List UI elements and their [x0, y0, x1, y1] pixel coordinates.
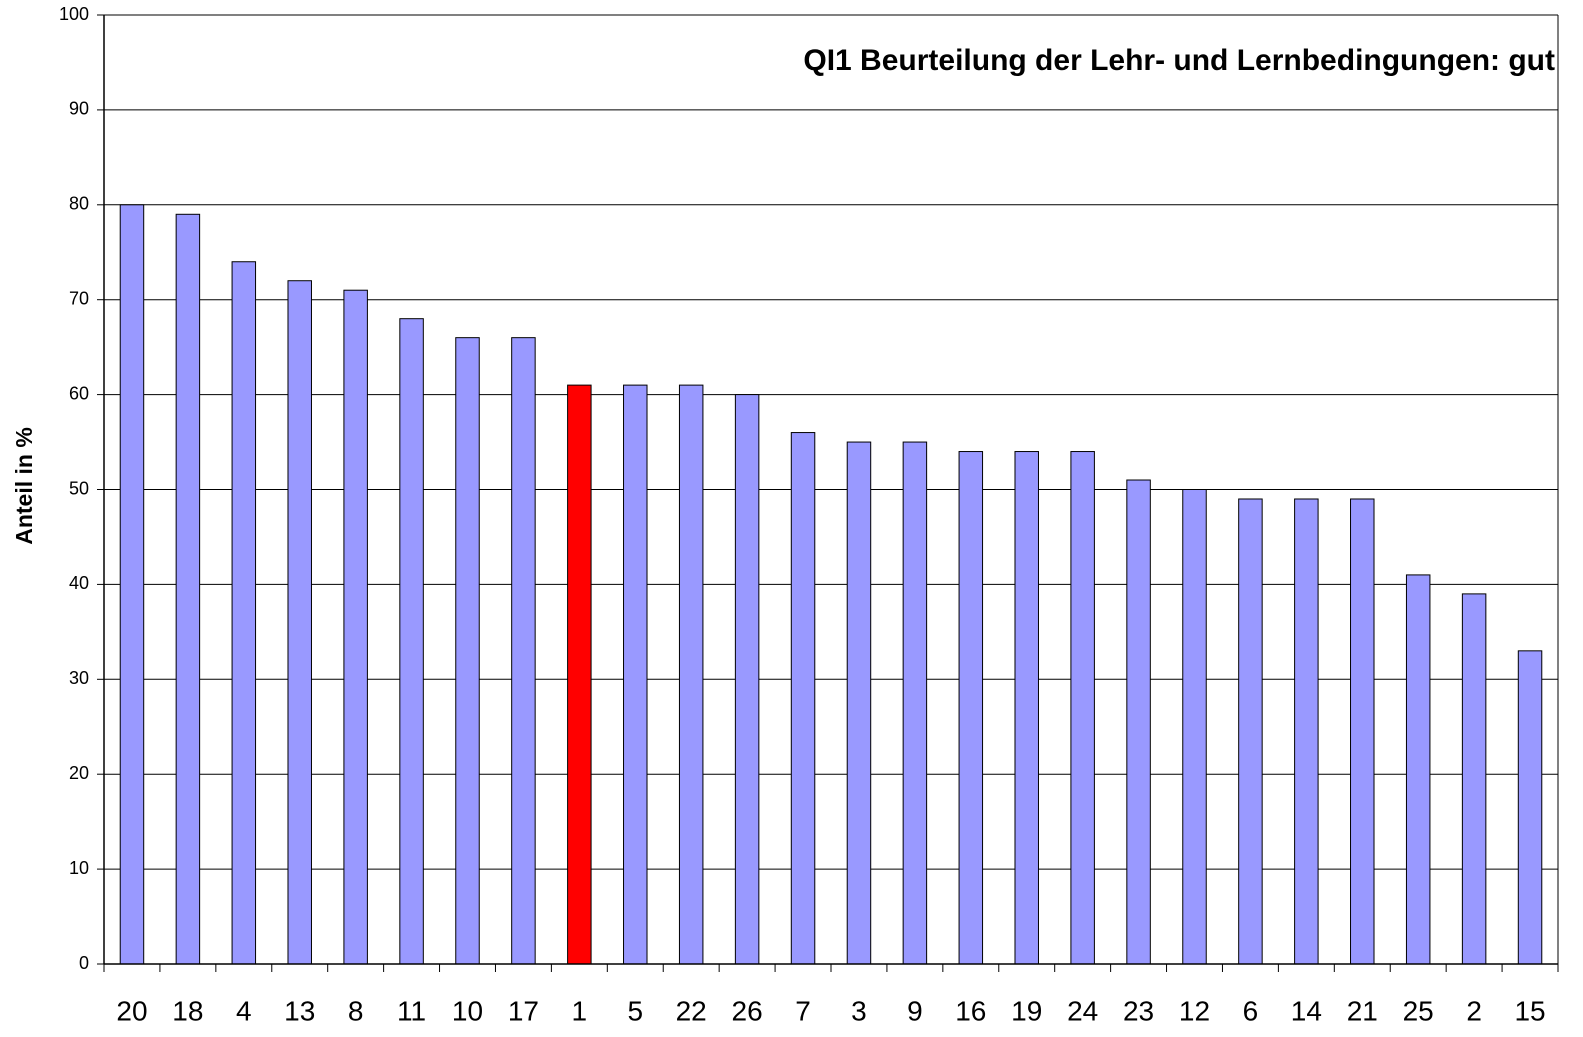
bar — [119, 204, 145, 965]
x-tick-label: 9 — [907, 995, 923, 1026]
x-tick-label: 23 — [1123, 995, 1154, 1026]
y-tick-label: 90 — [69, 99, 89, 119]
bar — [846, 441, 872, 965]
x-tick-label: 26 — [732, 995, 763, 1026]
y-tick-label: 30 — [69, 668, 89, 688]
bar — [1070, 451, 1095, 965]
x-tick-label: 15 — [1514, 995, 1545, 1026]
x-tick-label: 22 — [676, 995, 707, 1026]
x-tick-label: 2 — [1466, 995, 1482, 1026]
bar — [231, 261, 257, 965]
x-tick-label: 18 — [172, 995, 203, 1026]
y-tick-label: 50 — [69, 478, 89, 498]
x-tick-label: 11 — [397, 995, 426, 1026]
bar — [567, 384, 592, 965]
bar — [623, 384, 648, 965]
y-tick-label: 0 — [79, 953, 89, 973]
x-tick-label: 7 — [795, 995, 811, 1026]
bar — [343, 289, 368, 965]
x-tick-label: 12 — [1179, 995, 1210, 1026]
x-tick-label: 6 — [1243, 995, 1259, 1026]
x-tick-label: 8 — [348, 995, 364, 1026]
bar — [511, 337, 536, 965]
bar — [1238, 498, 1263, 965]
bar — [1405, 574, 1431, 965]
bar — [678, 384, 704, 965]
y-tick-label: 80 — [69, 194, 89, 214]
bar — [958, 451, 984, 965]
chart-title: QI1 Beurteilung der Lehr- und Lernbeding… — [803, 44, 1555, 77]
y-tick-label: 100 — [59, 4, 89, 24]
y-tick-label: 70 — [69, 288, 89, 308]
bar — [1126, 479, 1151, 965]
bar — [1294, 498, 1319, 965]
x-tick-label: 4 — [236, 995, 252, 1026]
x-tick-label: 5 — [627, 995, 643, 1026]
x-tick-label: 14 — [1291, 995, 1322, 1026]
bar — [1350, 498, 1375, 965]
bar — [1517, 650, 1543, 965]
bar — [1014, 451, 1039, 965]
x-tick-label: 19 — [1011, 995, 1042, 1026]
y-tick-label: 20 — [69, 763, 89, 783]
x-tick-label: 17 — [508, 995, 539, 1026]
bar — [902, 441, 928, 965]
x-tick-label: 1 — [572, 995, 588, 1026]
bar — [1461, 593, 1487, 965]
bar — [175, 213, 201, 965]
bar — [399, 318, 424, 965]
bar — [734, 394, 760, 965]
y-tick-label: 40 — [69, 573, 89, 593]
bar — [1182, 489, 1207, 965]
x-tick-label: 16 — [955, 995, 986, 1026]
bar — [455, 337, 480, 965]
x-tick-label: 25 — [1403, 995, 1434, 1026]
y-axis-label: Anteil in % — [11, 427, 37, 545]
x-tick-label: 10 — [452, 995, 483, 1026]
bar — [790, 432, 816, 965]
x-tick-label: 21 — [1347, 995, 1378, 1026]
y-tick-label: 10 — [69, 858, 89, 878]
x-tick-label: 24 — [1067, 995, 1098, 1026]
x-tick-label: 20 — [116, 995, 147, 1026]
y-tick-label: 60 — [69, 383, 89, 403]
x-tick-label: 13 — [284, 995, 315, 1026]
bar — [287, 280, 312, 965]
x-tick-label: 3 — [851, 995, 867, 1026]
